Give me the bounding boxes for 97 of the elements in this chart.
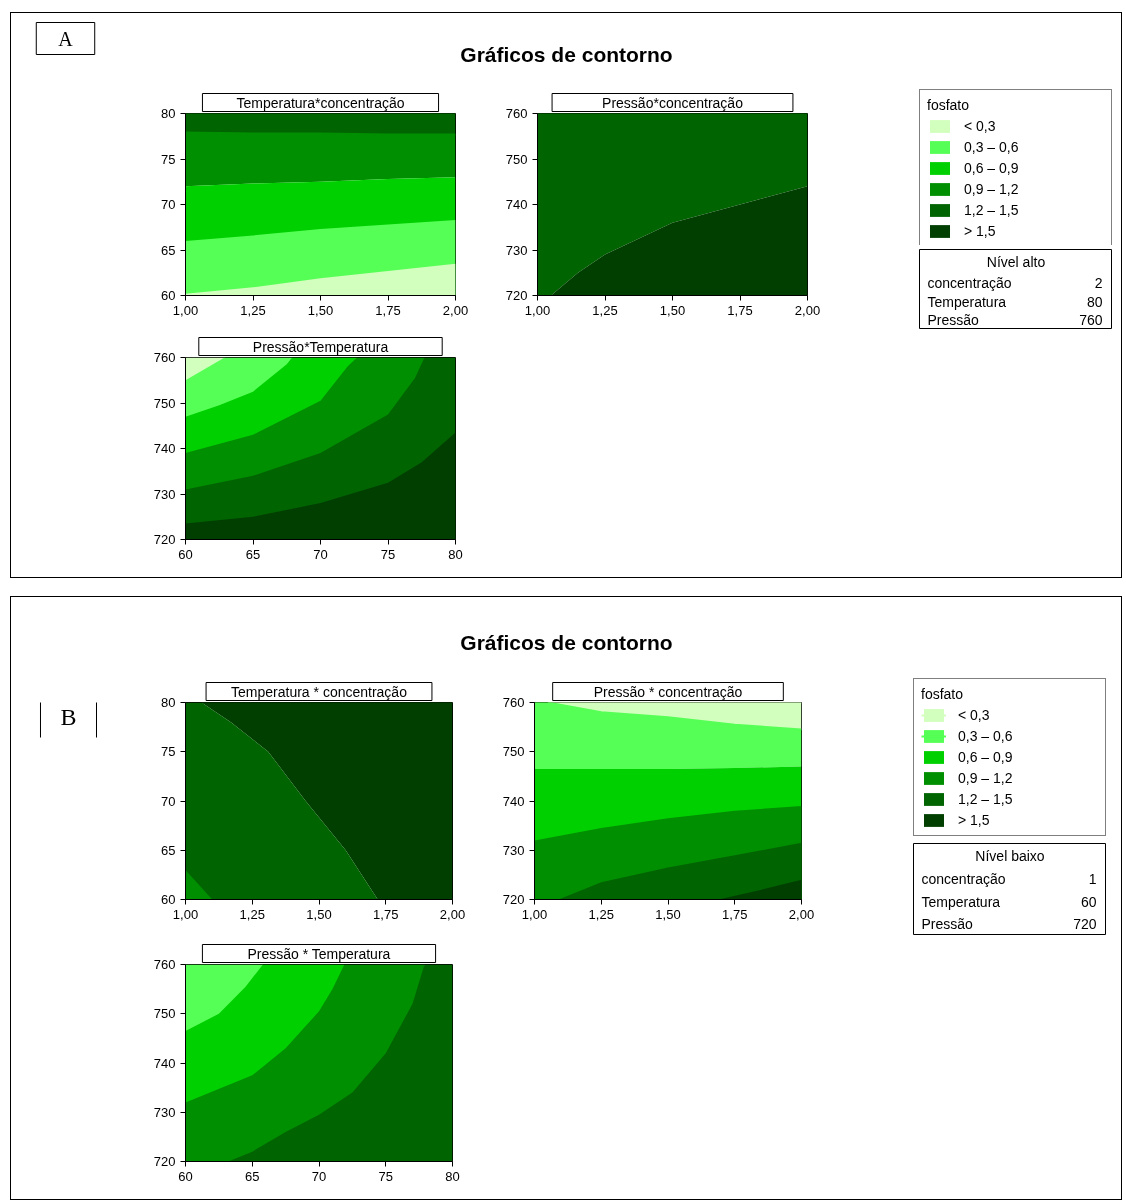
x-tick-label: 1,00 (172, 906, 199, 922)
y-tick-label: 730 (505, 242, 528, 258)
y-tick-label: 75 (161, 151, 176, 167)
x-tick-label: 60 (178, 1168, 193, 1184)
data-label: 760 (1079, 312, 1103, 329)
legend-label: > 1,5 (958, 812, 991, 828)
legend-title: fosfato (927, 97, 971, 113)
y-tick-label: 760 (153, 957, 176, 972)
y-tick-label: 750 (153, 1006, 176, 1022)
text: Nível baixo (975, 847, 1045, 864)
legend-label: 0,9 – 1,2 (958, 770, 1014, 786)
y-tick-label: 75 (161, 744, 176, 760)
chart-title: Pressão*concentração (602, 94, 744, 111)
data-label: 2 (1094, 274, 1103, 291)
chart-title: Temperatura * concentração (231, 683, 408, 700)
legend-label: 0,3 – 0,6 (958, 728, 1014, 744)
x-tick-label: 1,25 (592, 302, 618, 318)
x-tick-label: 65 (245, 546, 261, 562)
x-tick-label: 1,00 (521, 906, 548, 922)
y-tick-label: 70 (161, 793, 176, 809)
x-tick-label: 1,50 (307, 302, 334, 318)
y-tick-label: 65 (161, 242, 176, 258)
legend-label: 1,2 – 1,5 (964, 202, 1020, 218)
x-tick-label: 80 (448, 546, 463, 562)
category-label: concentração (921, 870, 1006, 887)
text: B (60, 704, 77, 731)
x-tick-label: 65 (245, 1168, 260, 1184)
x-tick-label: 70 (313, 546, 328, 562)
x-tick-label: 1,75 (727, 302, 753, 318)
y-tick-label: 60 (161, 892, 176, 907)
x-tick-label: 2,00 (794, 302, 821, 318)
x-tick-label: 1,50 (659, 302, 686, 318)
x-tick-label: 1,50 (306, 906, 332, 922)
x-tick-label: 60 (178, 546, 193, 562)
y-tick-label: 720 (502, 892, 525, 907)
y-tick-label: 740 (502, 793, 525, 809)
y-tick-label: 750 (153, 395, 176, 411)
y-tick-label: 60 (161, 288, 176, 303)
x-tick-label: 1,25 (240, 302, 266, 318)
y-tick-label: 80 (161, 106, 176, 121)
data-label: 720 (1073, 916, 1097, 933)
y-tick-label: 750 (502, 744, 525, 760)
x-tick-label: 2,00 (442, 302, 469, 318)
chart-title: Pressão*Temperatura (252, 338, 389, 355)
x-tick-label: 1,00 (172, 302, 199, 318)
chart-title: Pressão * Temperatura (247, 945, 391, 962)
y-tick-label: 740 (505, 197, 528, 212)
y-tick-label: 760 (505, 106, 528, 121)
y-tick-label: 70 (161, 197, 176, 212)
x-tick-label: 2,00 (788, 906, 815, 922)
x-tick-label: 1,75 (722, 906, 748, 922)
y-tick-label: 730 (153, 486, 176, 502)
y-tick-label: 730 (153, 1104, 176, 1120)
text: A (58, 27, 74, 50)
x-tick-label: 75 (380, 546, 396, 562)
category-label: Pressão (921, 916, 974, 933)
y-tick-label: 720 (505, 288, 528, 303)
category-label: Pressão (927, 312, 980, 329)
legend-label: > 1,5 (964, 223, 997, 239)
x-tick-label: 2,00 (439, 906, 466, 922)
x-tick-label: 1,75 (373, 906, 399, 922)
text: Gráficos de contorno (460, 631, 673, 654)
legend-label: 0,6 – 0,9 (958, 749, 1014, 765)
y-tick-label: 760 (502, 695, 525, 710)
category-label: Temperatura (921, 893, 1001, 910)
legend-label: 1,2 – 1,5 (958, 791, 1014, 807)
x-tick-label: 75 (378, 1168, 393, 1184)
category-label: Temperatura (927, 293, 1007, 310)
text: Gráficos de contorno (460, 43, 673, 66)
legend-label: 0,3 – 0,6 (964, 139, 1020, 155)
x-tick-label: 1,25 (239, 906, 265, 922)
y-tick-label: 720 (153, 1154, 176, 1169)
y-tick-label: 750 (505, 151, 528, 167)
legend-label: 0,9 – 1,2 (964, 181, 1020, 197)
y-tick-label: 80 (161, 695, 176, 710)
x-tick-label: 1,50 (655, 906, 681, 922)
legend-label: < 0,3 (958, 707, 991, 723)
y-tick-label: 740 (153, 1055, 176, 1071)
data-label: 60 (1080, 893, 1097, 910)
x-tick-label: 80 (445, 1168, 460, 1184)
y-tick-label: 740 (153, 441, 176, 456)
y-tick-label: 730 (502, 842, 525, 858)
chart-title: Pressão * concentração (593, 683, 743, 700)
x-tick-label: 70 (311, 1168, 327, 1184)
legend-title: fosfato (921, 686, 965, 702)
x-tick-label: 1,25 (588, 906, 614, 922)
data-label: 1 (1088, 870, 1097, 887)
legend-label: < 0,3 (964, 118, 997, 134)
y-tick-label: 720 (153, 532, 176, 547)
y-tick-label: 760 (153, 350, 176, 365)
x-tick-label: 1,75 (375, 302, 401, 318)
text: Nível alto (986, 253, 1046, 270)
chart-title: Temperatura*concentração (236, 94, 405, 111)
y-tick-label: 65 (161, 842, 176, 858)
category-label: concentração (927, 274, 1012, 291)
x-tick-label: 1,00 (524, 302, 551, 318)
legend-label: 0,6 – 0,9 (964, 160, 1020, 176)
